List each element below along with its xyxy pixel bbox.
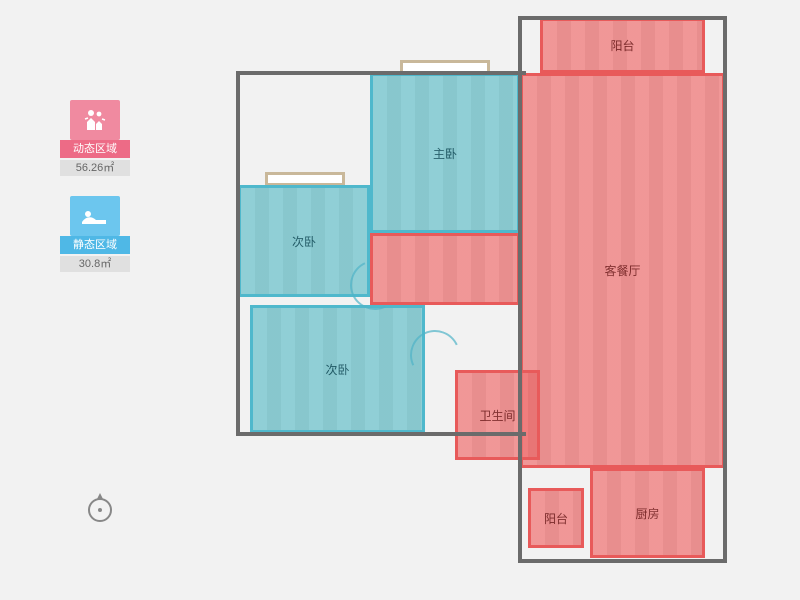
rest-icon xyxy=(70,196,120,236)
compass-icon xyxy=(85,490,115,520)
floorplan: 阳台客餐厅主卧次卧次卧卫生间厨房阳台 xyxy=(210,10,740,570)
legend-dynamic: 动态区域 56.26㎡ xyxy=(60,100,130,176)
legend-dynamic-label: 动态区域 xyxy=(60,140,130,158)
outer-wall xyxy=(518,16,727,563)
legend-static-label: 静态区域 xyxy=(60,236,130,254)
legend-dynamic-value: 56.26㎡ xyxy=(60,160,130,176)
legend-static: 静态区域 30.8㎡ xyxy=(60,196,130,272)
people-icon xyxy=(70,100,120,140)
outer-wall xyxy=(236,71,526,436)
legend: 动态区域 56.26㎡ 静态区域 30.8㎡ xyxy=(60,100,130,292)
legend-static-value: 30.8㎡ xyxy=(60,256,130,272)
